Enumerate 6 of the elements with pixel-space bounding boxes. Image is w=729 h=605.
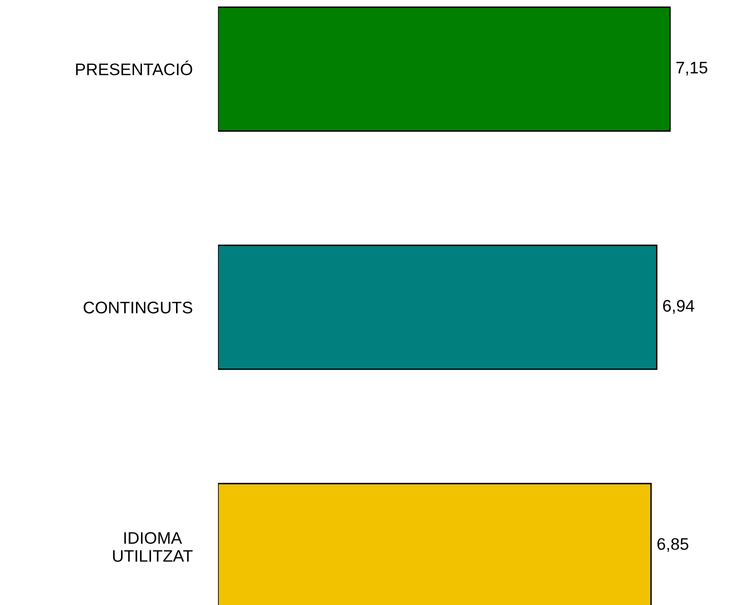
y-tick-label: PRESENTACIÓ: [76, 60, 192, 76]
data-label: 6,85: [657, 538, 688, 552]
y-tick-label: IDIOMA UTILITZAT: [113, 532, 193, 562]
data-label: 7,15: [676, 62, 708, 76]
data-label: 6,94: [663, 300, 694, 314]
y-tick-label: CONTINGUTS: [84, 302, 192, 314]
